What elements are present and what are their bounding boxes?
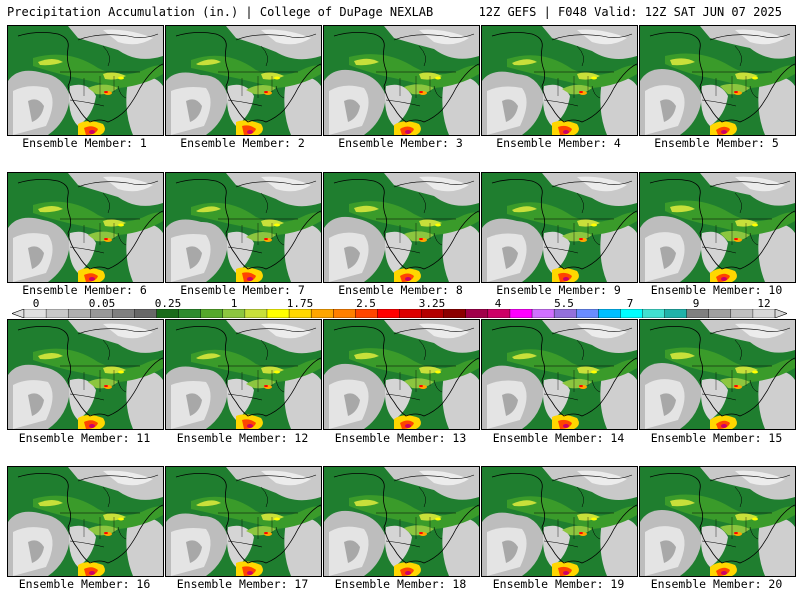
ensemble-member-map	[639, 172, 796, 283]
ensemble-member-label: Ensemble Member: 7	[180, 283, 305, 297]
ensemble-member-map	[165, 25, 322, 136]
ensemble-member-label: Ensemble Member: 13	[334, 431, 467, 445]
ensemble-member-map	[165, 172, 322, 283]
scale-tick-label: 2.5	[356, 297, 376, 310]
ensemble-member-map	[7, 172, 164, 283]
ensemble-member-label: Ensemble Member: 2	[180, 136, 305, 150]
ensemble-member-label: Ensemble Member: 8	[338, 283, 463, 297]
ensemble-member-label: Ensemble Member: 16	[18, 577, 151, 591]
scale-tick-label: 4	[494, 297, 502, 310]
valid-time: 12Z GEFS | F048 Valid: 12Z SAT JUN 07 20…	[478, 5, 782, 19]
ensemble-member-map	[639, 25, 796, 136]
ensemble-member-label: Ensemble Member: 1	[22, 136, 147, 150]
ensemble-member-map	[165, 319, 322, 430]
ensemble-member-map	[481, 319, 638, 430]
ensemble-member-label: Ensemble Member: 18	[334, 577, 467, 591]
ensemble-member-label: Ensemble Member: 5	[654, 136, 779, 150]
ensemble-member-label: Ensemble Member: 6	[22, 283, 147, 297]
scale-tick-label: 12	[757, 297, 771, 310]
ensemble-member-label: Ensemble Member: 10	[650, 283, 783, 297]
ensemble-member-map	[7, 466, 164, 577]
ensemble-member-map	[639, 466, 796, 577]
ensemble-member-map	[323, 466, 480, 577]
scale-tick-label: 0.25	[154, 297, 182, 310]
ensemble-member-label: Ensemble Member: 3	[338, 136, 463, 150]
ensemble-member-label: Ensemble Member: 9	[496, 283, 621, 297]
scale-tick-label: 0.05	[88, 297, 116, 310]
ensemble-member-map	[481, 25, 638, 136]
color-scale-bar	[12, 309, 787, 318]
ensemble-member-label: Ensemble Member: 14	[492, 431, 625, 445]
scale-tick-label: 0	[32, 297, 40, 310]
scale-tick-label: 1	[230, 297, 238, 310]
ensemble-member-label: Ensemble Member: 12	[176, 431, 309, 445]
ensemble-member-label: Ensemble Member: 15	[650, 431, 783, 445]
scale-tick-label: 3.25	[418, 297, 446, 310]
ensemble-member-map	[481, 172, 638, 283]
ensemble-member-label: Ensemble Member: 19	[492, 577, 625, 591]
ensemble-member-map	[481, 466, 638, 577]
ensemble-member-map	[323, 172, 480, 283]
ensemble-member-map	[323, 319, 480, 430]
ensemble-member-map	[639, 319, 796, 430]
ensemble-member-label: Ensemble Member: 20	[650, 577, 783, 591]
ensemble-member-map	[7, 25, 164, 136]
map-title: Precipitation Accumulation (in.) | Colle…	[7, 5, 434, 19]
ensemble-member-label: Ensemble Member: 17	[176, 577, 309, 591]
scale-tick-label: 5.5	[554, 297, 574, 310]
scale-tick-label: 1.75	[286, 297, 314, 310]
ensemble-member-map	[7, 319, 164, 430]
scale-tick-label: 7	[626, 297, 634, 310]
scale-tick-label: 9	[692, 297, 700, 310]
ensemble-member-label: Ensemble Member: 11	[18, 431, 151, 445]
ensemble-member-map	[165, 466, 322, 577]
ensemble-member-map	[323, 25, 480, 136]
ensemble-member-label: Ensemble Member: 4	[496, 136, 621, 150]
